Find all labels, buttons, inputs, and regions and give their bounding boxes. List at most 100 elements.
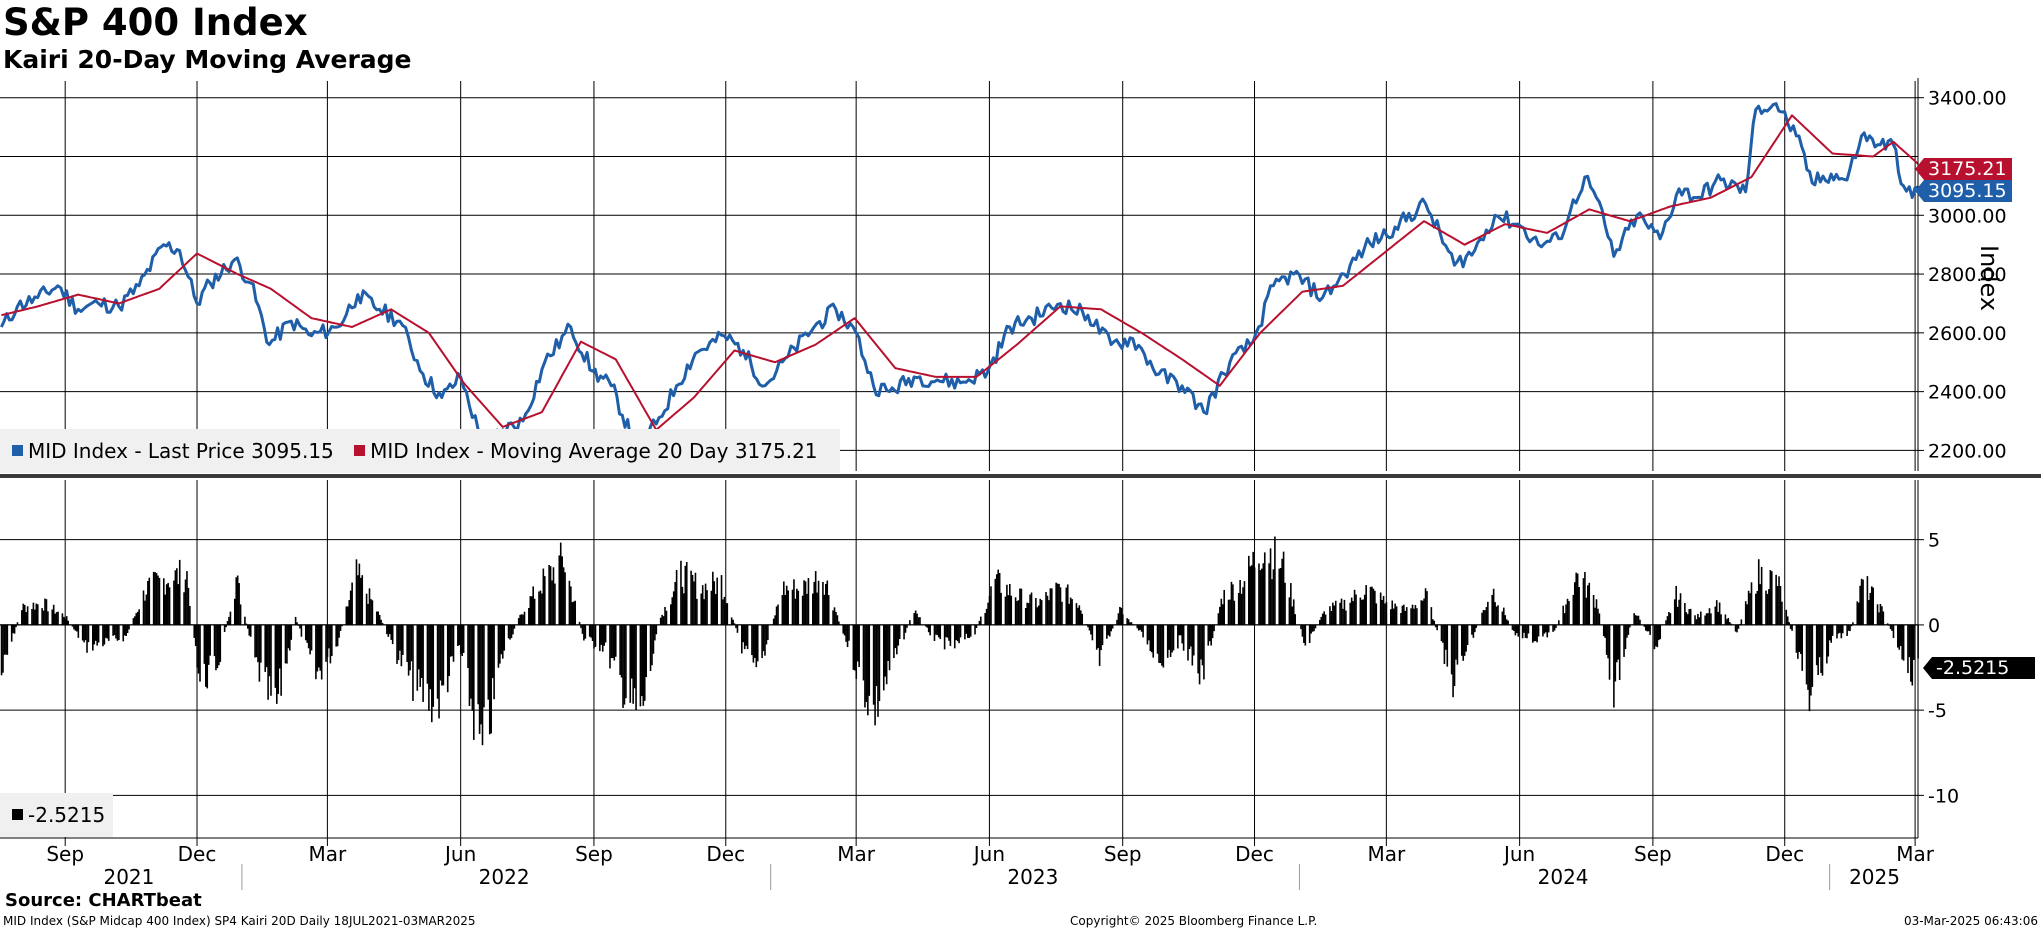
kairi-bar	[1555, 624, 1557, 629]
kairi-bar	[196, 624, 198, 668]
kairi-bar	[1121, 614, 1124, 625]
kairi-bar	[1342, 608, 1344, 625]
kairi-bar	[1282, 551, 1285, 625]
kairi-bar	[1117, 613, 1120, 625]
kairi-bar	[794, 598, 797, 625]
kairi-bar	[1171, 624, 1173, 653]
kairi-bar	[754, 624, 756, 658]
kairi-bar	[1562, 605, 1564, 625]
kairi-bar	[459, 624, 462, 654]
kairi-bar	[1799, 624, 1802, 654]
kairi-bar	[649, 624, 652, 672]
kairi-bar	[1016, 601, 1018, 625]
kairi-bar	[1756, 591, 1759, 625]
price-plot	[0, 102, 1919, 449]
kairi-bar	[497, 624, 500, 668]
kairi-bar	[1363, 594, 1366, 625]
kairi-bar	[1208, 624, 1211, 642]
kairi-bar	[528, 608, 530, 625]
kairi-bar	[218, 624, 220, 666]
kairi-bar	[600, 624, 603, 645]
kairi-bar	[832, 610, 834, 625]
kairi-bar	[1308, 624, 1311, 644]
kairi-swatch	[12, 809, 23, 820]
kairi-bar	[1223, 589, 1226, 625]
kairi-bar	[1243, 581, 1246, 625]
kairi-bar	[1232, 584, 1234, 625]
kairi-bar	[998, 573, 1001, 625]
kairi-bar	[811, 593, 814, 625]
kairi-bar	[1481, 612, 1483, 625]
kairi-bar	[1168, 624, 1170, 650]
kairi-bar	[367, 603, 369, 625]
kairi-bar	[1009, 584, 1011, 625]
kairi-bar	[1207, 624, 1210, 646]
kairi-bar	[1897, 624, 1899, 648]
source-note: Source: CHARTbeat	[5, 890, 202, 911]
moving-average-last-value-tag: 3175.21	[1915, 158, 2012, 180]
x-month-label: Jun	[972, 842, 1005, 866]
kairi-bar	[426, 624, 429, 684]
kairi-bar	[1644, 624, 1647, 631]
grid-lines	[0, 81, 1918, 838]
kairi-bar	[1697, 613, 1699, 625]
kairi-bar	[1330, 610, 1333, 625]
kairi-bar	[1653, 624, 1656, 650]
kairi-bar	[1734, 624, 1737, 632]
kairi-bar	[93, 624, 96, 645]
kairi-bar	[1587, 585, 1589, 625]
kairi-bar	[338, 624, 340, 638]
kairi-bar	[1340, 598, 1343, 625]
kairi-bar	[1434, 624, 1437, 628]
kairi-bar	[483, 624, 485, 708]
kairi-bar	[1411, 604, 1414, 625]
kairi-bar	[781, 595, 784, 625]
price-series-line	[0, 102, 1919, 449]
kairi-bar	[955, 624, 958, 641]
kairi-bar	[1108, 624, 1111, 637]
kairi-bar	[654, 624, 656, 641]
kairi-bar	[1811, 624, 1814, 687]
kairi-bar	[939, 624, 942, 640]
kairi-bar	[1433, 620, 1436, 625]
price-legend: MID Index - Last Price 3095.15 MID Index…	[0, 429, 840, 473]
kairi-bar	[1401, 605, 1404, 625]
kairi-bar	[662, 616, 665, 625]
kairi-bar	[1027, 603, 1030, 625]
kairi-y-tick-label: 0	[1928, 615, 1940, 637]
kairi-bar	[949, 624, 952, 647]
kairi-bar	[1553, 624, 1556, 631]
kairi-bar	[245, 623, 248, 625]
kairi-bar	[1585, 597, 1588, 625]
kairi-bar	[1704, 615, 1706, 625]
kairi-bar	[1866, 576, 1869, 625]
kairi-bar	[1901, 624, 1903, 660]
kairi-bar	[604, 624, 607, 643]
kairi-bar	[1526, 624, 1528, 639]
kairi-bar	[1516, 624, 1518, 634]
kairi-bar	[1673, 599, 1676, 625]
kairi-bar	[1130, 622, 1133, 625]
kairi-bar	[969, 624, 972, 637]
kairi-bar	[1290, 583, 1292, 625]
kairi-bar	[468, 624, 471, 707]
kairi-bar	[1568, 601, 1570, 625]
kairi-bar	[125, 624, 127, 636]
kairi-bar	[1785, 609, 1788, 625]
kairi-bar	[927, 624, 930, 633]
kairi-bar	[735, 624, 737, 629]
kairi-bar	[1197, 624, 1199, 674]
kairi-bar	[827, 595, 830, 625]
footer-timestamp: 03-Mar-2025 06:43:06	[1903, 914, 2038, 928]
kairi-bar	[1720, 614, 1722, 625]
kairi-bar	[396, 624, 398, 664]
kairi-bar	[22, 603, 25, 625]
kairi-bar	[1119, 606, 1121, 625]
kairi-bar	[1149, 624, 1152, 652]
kairi-bar	[619, 624, 621, 675]
kairi-bar	[1301, 624, 1304, 637]
kairi-bar	[1584, 572, 1586, 625]
kairi-bar	[655, 624, 658, 635]
kairi-bar	[407, 624, 410, 676]
kairi-bar	[1841, 624, 1844, 634]
